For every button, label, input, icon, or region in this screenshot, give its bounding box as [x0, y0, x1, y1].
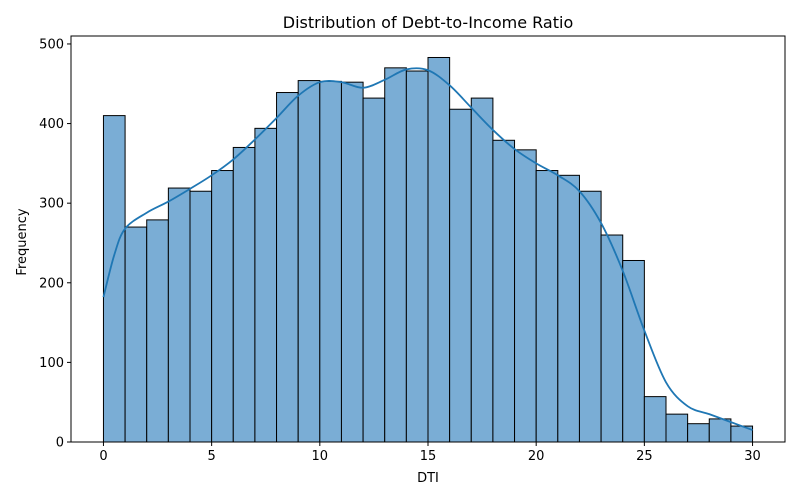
histogram-bar: [514, 149, 537, 443]
kde-line: [102, 67, 753, 431]
y-tick-label: 300: [39, 197, 64, 212]
y-tick-label: 100: [39, 356, 64, 371]
histogram-bar: [189, 190, 213, 443]
x-tick-label: 15: [420, 449, 437, 464]
kde-group: [102, 67, 753, 431]
histogram-bar: [319, 80, 342, 443]
histogram-bar: [708, 418, 732, 443]
histogram-bar: [643, 396, 667, 443]
histogram-bar: [492, 139, 516, 443]
y-tick-label: 500: [39, 37, 64, 52]
histogram-bar: [470, 97, 494, 443]
histogram-bar: [557, 174, 580, 443]
histogram-bar: [276, 92, 299, 443]
histogram-bar: [340, 81, 364, 443]
chart-title: Distribution of Debt-to-Income Ratio: [283, 13, 573, 32]
histogram-bar: [254, 127, 278, 443]
x-axis-label: DTI: [417, 471, 439, 486]
x-tick-label: 20: [528, 449, 545, 464]
y-tick-label: 200: [39, 276, 64, 291]
histogram-bar: [405, 70, 429, 443]
histogram-bar: [578, 190, 602, 443]
histogram-bar: [427, 56, 451, 443]
histogram-bar: [146, 219, 169, 443]
histogram-bar: [211, 170, 234, 443]
y-axis-label: Frequency: [15, 208, 30, 275]
histogram-bar: [687, 423, 710, 443]
y-tick-label: 0: [56, 436, 64, 451]
histogram-bar: [535, 170, 559, 443]
y-axis-ticks: 0 100 200 300 400 500: [39, 37, 71, 451]
x-tick-label: 5: [207, 449, 215, 464]
histogram-bar: [600, 234, 624, 443]
x-tick-label: 10: [312, 449, 329, 464]
x-tick-label: 0: [99, 449, 107, 464]
histogram-bar: [167, 187, 191, 443]
y-tick-label: 400: [39, 117, 64, 132]
histogram-bar: [297, 80, 321, 443]
histogram-bar: [362, 97, 386, 443]
histogram-bar: [449, 108, 472, 443]
histogram-bar: [124, 226, 148, 443]
x-axis-ticks: 0 5 10 15 20 25 30: [99, 442, 761, 464]
histogram-bar: [622, 259, 645, 443]
histogram-bar: [665, 413, 689, 443]
bars-group: [102, 56, 754, 443]
histogram-bar: [232, 146, 256, 443]
x-tick-label: 30: [744, 449, 761, 464]
x-tick-label: 25: [636, 449, 653, 464]
histogram-bar: [102, 115, 126, 443]
histogram-bar: [384, 67, 407, 443]
